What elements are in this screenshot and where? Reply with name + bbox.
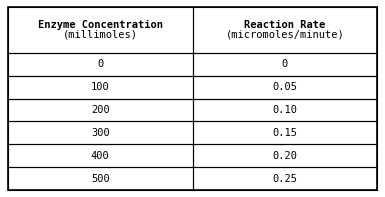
Text: Reaction Rate: Reaction Rate xyxy=(244,20,325,30)
Bar xyxy=(8,167,192,190)
Bar xyxy=(8,144,192,167)
Text: 0.15: 0.15 xyxy=(272,128,297,138)
Bar xyxy=(192,167,377,190)
Text: 0.20: 0.20 xyxy=(272,151,297,161)
Bar xyxy=(8,53,192,76)
Bar xyxy=(8,98,192,121)
Text: 0: 0 xyxy=(281,59,288,69)
Text: Enzyme Concentration: Enzyme Concentration xyxy=(38,20,163,30)
Text: (micromoles/minute): (micromoles/minute) xyxy=(225,30,344,40)
Text: 0.05: 0.05 xyxy=(272,82,297,92)
Text: 0: 0 xyxy=(97,59,104,69)
Bar xyxy=(8,7,192,53)
Bar xyxy=(192,7,377,53)
Text: 200: 200 xyxy=(91,105,110,115)
Text: (millimoles): (millimoles) xyxy=(63,30,138,40)
Bar xyxy=(8,121,192,144)
Text: 0.25: 0.25 xyxy=(272,174,297,184)
Text: 300: 300 xyxy=(91,128,110,138)
Bar xyxy=(8,76,192,98)
Text: 0.10: 0.10 xyxy=(272,105,297,115)
Text: 100: 100 xyxy=(91,82,110,92)
Bar xyxy=(192,98,377,121)
Bar xyxy=(192,121,377,144)
Bar xyxy=(192,53,377,76)
Bar xyxy=(192,76,377,98)
Text: 500: 500 xyxy=(91,174,110,184)
Bar xyxy=(192,144,377,167)
Text: 400: 400 xyxy=(91,151,110,161)
